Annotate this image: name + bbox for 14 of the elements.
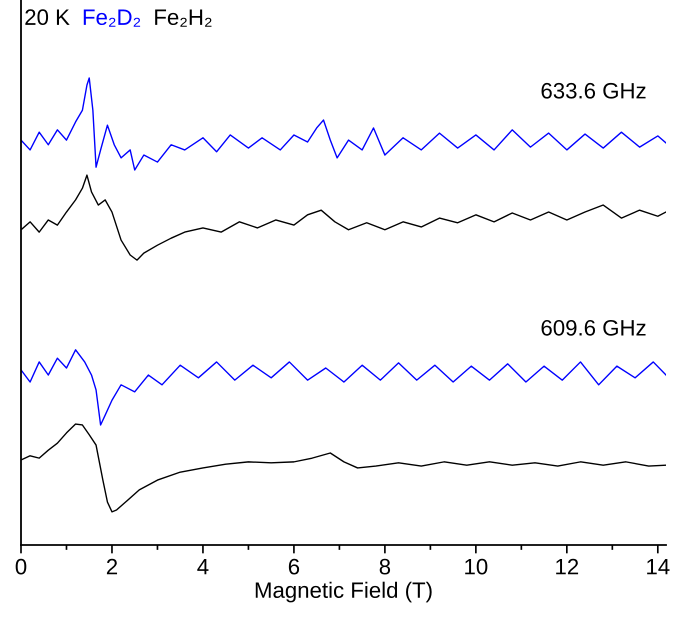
x-tick-label: 10 (465, 558, 488, 575)
annotation: 633.6 GHz (542, 82, 646, 99)
text: 20 K (25, 9, 70, 26)
x-tick-label: 8 (380, 558, 390, 575)
x-tick-label: 2 (106, 558, 118, 574)
x-tick-label: 12 (556, 558, 578, 574)
x-tick-label: 14 (647, 559, 670, 574)
x-tick-label: 4 (197, 559, 208, 574)
x-tick-label: 6 (288, 558, 300, 575)
x-tick-label: 0 (16, 558, 26, 575)
text: Fe₂D₂ (84, 10, 140, 27)
annotation: 609.6 GHz (542, 320, 646, 336)
x-axis-title: Magnetic Field (T) (256, 582, 432, 602)
text: Fe₂H₂ (155, 10, 212, 27)
